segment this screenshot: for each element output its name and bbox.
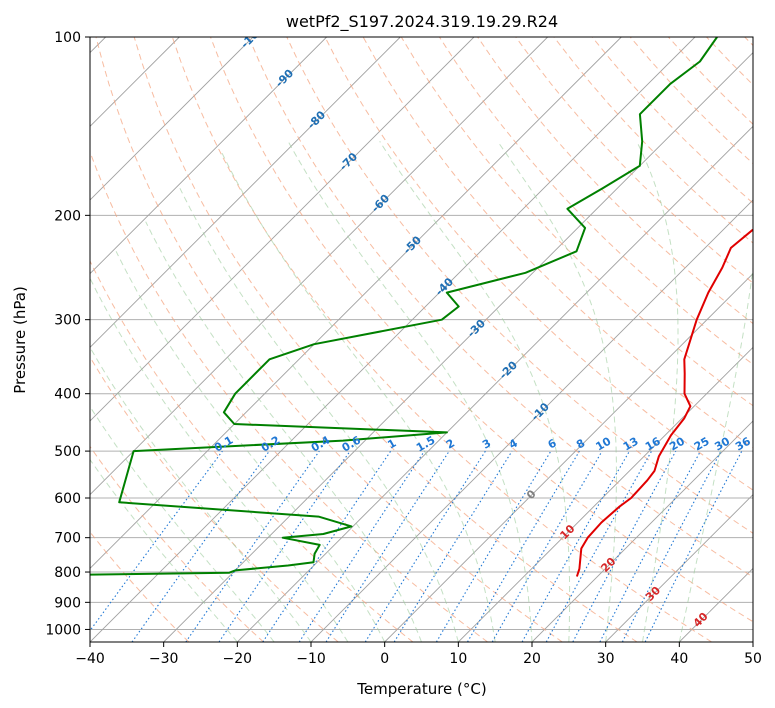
x-tick-label: 30 bbox=[597, 651, 615, 667]
y-tick-label: 500 bbox=[54, 444, 81, 460]
y-axis-ticks: 100 200 300 400 500 600 700 800 900 1000 bbox=[45, 30, 90, 638]
moist-adiabat-line bbox=[678, 264, 753, 642]
moist-adiabat-line bbox=[90, 405, 275, 642]
isotherm-line bbox=[458, 346, 753, 642]
y-tick-label: 300 bbox=[54, 313, 81, 329]
isotherm-line bbox=[90, 37, 475, 422]
mixing-ratio-line bbox=[90, 450, 223, 632]
x-tick-label: 20 bbox=[523, 651, 541, 667]
y-tick-label: 400 bbox=[54, 387, 81, 403]
dry-adiabat-line bbox=[210, 37, 753, 623]
moist-adiabat-line bbox=[219, 149, 496, 642]
moist-adiabat-line bbox=[636, 141, 679, 642]
isotherm-line bbox=[90, 37, 622, 569]
x-tick-label: −30 bbox=[149, 651, 179, 667]
y-axis-title: Pressure (hPa) bbox=[11, 286, 29, 394]
moist-adiabat-line bbox=[90, 458, 238, 642]
isotherm-line bbox=[605, 494, 753, 642]
isotherm-line bbox=[531, 420, 753, 642]
dry-adiabat-line bbox=[133, 37, 638, 642]
mixing-ratio-line bbox=[262, 450, 392, 642]
profile-curves bbox=[90, 37, 753, 577]
y-tick-label: 100 bbox=[54, 30, 81, 46]
x-tick-label: 50 bbox=[744, 651, 762, 667]
isotherm-line bbox=[163, 52, 753, 642]
moist-adiabat-line bbox=[90, 277, 349, 642]
isotherm-line bbox=[90, 37, 401, 348]
x-tick-label: −20 bbox=[223, 651, 253, 667]
mixing-ratio-line bbox=[298, 450, 425, 642]
y-tick-label: 200 bbox=[54, 208, 81, 224]
y-tick-label: 900 bbox=[54, 595, 81, 611]
moist-adiabat-line bbox=[379, 141, 571, 642]
mixing-ratio-line bbox=[545, 450, 653, 642]
x-axis-title: Temperature (°C) bbox=[356, 680, 486, 698]
x-tick-label: −40 bbox=[75, 651, 105, 667]
y-tick-label: 600 bbox=[54, 491, 81, 507]
x-tick-label: 10 bbox=[449, 651, 467, 667]
gridlines bbox=[90, 37, 753, 642]
y-tick-label: 1000 bbox=[45, 622, 81, 638]
y-tick-label: 700 bbox=[54, 531, 81, 547]
x-tick-label: 0 bbox=[380, 651, 389, 667]
isotherm-line bbox=[90, 37, 327, 275]
x-tick-label: 40 bbox=[670, 651, 688, 667]
dry-adiabat-line bbox=[95, 37, 563, 642]
moist-adiabat-line bbox=[145, 221, 422, 642]
dry-adiabat-line bbox=[90, 356, 339, 642]
dry-adiabat-line bbox=[286, 37, 753, 534]
dry-adiabat-line bbox=[515, 37, 753, 284]
chart-title: wetPf2_S197.2024.319.19.29.R24 bbox=[286, 12, 558, 32]
mixing-ratio-line bbox=[185, 450, 320, 642]
temperature-profile-line bbox=[575, 228, 753, 577]
isotherm-line bbox=[237, 125, 753, 642]
y-tick-label: 800 bbox=[54, 565, 81, 581]
mixing-ratio-line bbox=[218, 450, 351, 642]
dry-adiabat-line bbox=[90, 445, 264, 642]
isotherm-line bbox=[90, 37, 254, 201]
moist-adiabat-line bbox=[497, 141, 617, 642]
mixing-ratio-line bbox=[521, 450, 630, 642]
dry-adiabat-line bbox=[90, 259, 414, 642]
dewpoint-profile-line bbox=[90, 37, 718, 576]
dry-adiabat-line bbox=[171, 37, 712, 642]
moist-adiabat-line bbox=[287, 141, 533, 642]
mixing-ratio-line bbox=[393, 450, 513, 642]
moist-adiabat-line bbox=[179, 187, 459, 642]
mixing-ratio-line bbox=[644, 450, 743, 642]
moist-adiabat-line bbox=[90, 346, 312, 642]
dry-adiabat-line bbox=[324, 37, 753, 491]
x-axis-ticks: −40 −30 −20 −10 0 10 20 30 40 50 bbox=[75, 642, 762, 667]
dry-adiabat-line bbox=[248, 37, 753, 578]
x-tick-label: −10 bbox=[296, 651, 326, 667]
plot-frame bbox=[89, 36, 754, 643]
mixing-ratio-line bbox=[325, 450, 450, 642]
isotherm-line bbox=[90, 37, 548, 496]
mixing-ratio-line bbox=[572, 450, 677, 642]
isotherm-line bbox=[384, 273, 753, 642]
mixing-ratio-line bbox=[131, 450, 270, 642]
